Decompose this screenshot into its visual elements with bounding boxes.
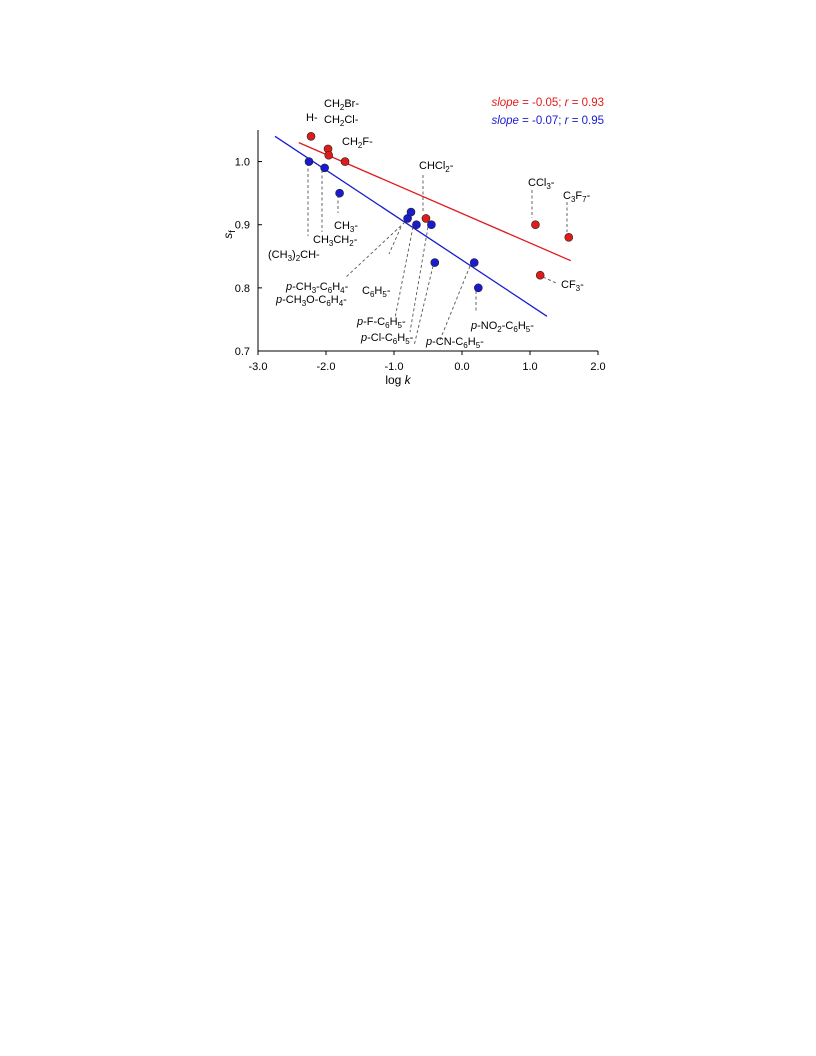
leader-line — [388, 226, 402, 255]
point-label-iPr: (CH3)2CH- — [268, 249, 320, 263]
x-tick-label: 0.0 — [454, 361, 469, 373]
point-label-C3F7: C3F7- — [563, 190, 591, 204]
leader-line — [409, 226, 429, 333]
x-tick-label: -2.0 — [317, 361, 336, 373]
x-axis-title: log k — [385, 373, 411, 387]
data-point-series-1-6 — [427, 220, 436, 230]
data-point-series-0-7 — [535, 270, 545, 280]
leader-line — [394, 226, 414, 319]
point-label-pFC6H5: p-F-C6H5- — [356, 316, 406, 330]
data-point-series-1-7 — [430, 258, 440, 267]
data-point-series-1-2 — [335, 188, 344, 198]
data-point-series-1-5 — [412, 220, 421, 230]
y-tick-label: 0.9 — [235, 220, 250, 232]
y-axis-title: sf — [221, 230, 237, 239]
point-label-pCNC6H5: p-CN-C6H5- — [425, 336, 484, 350]
y-tick-label: 0.8 — [235, 283, 250, 295]
data-point-series-1-0 — [304, 157, 314, 166]
legend-entry-series-0: slope = -0.05; r = 0.93 — [491, 97, 604, 109]
data-points — [304, 132, 574, 293]
data-point-series-0-5 — [531, 220, 540, 230]
data-point-series-0-2 — [324, 150, 334, 160]
point-label-H: H- — [306, 112, 318, 124]
point-label-CH2Br: CH2Br- — [324, 98, 359, 112]
x-tick-label: 1.0 — [522, 361, 537, 373]
point-label-CH3CH2: CH3CH2- — [313, 234, 358, 248]
leader-line — [439, 265, 471, 341]
point-label-CHCl2: CHCl2- — [419, 160, 454, 174]
y-tick-label: 1.0 — [235, 157, 250, 169]
data-point-series-1-8 — [469, 258, 479, 267]
data-point-series-0-0 — [306, 132, 316, 141]
data-point-series-0-3 — [340, 157, 350, 166]
data-point-series-1-9 — [474, 283, 483, 293]
fit-line-series-1 — [274, 135, 548, 317]
point-label-pCH3C6H4: p-CH3-C6H4- — [285, 281, 349, 295]
x-tick-label: -1.0 — [385, 361, 404, 373]
point-label-CF3: CF3- — [561, 279, 584, 293]
svg-text:sf: sf — [221, 230, 237, 239]
legend: slope = -0.05; r = 0.93 slope = -0.07; r … — [491, 97, 604, 127]
data-point-series-1-4 — [406, 207, 416, 217]
point-label-CH2F: CH2F- — [342, 136, 373, 150]
data-point-series-0-4 — [421, 214, 431, 223]
x-tick-label: -3.0 — [249, 361, 268, 373]
leader-line — [344, 221, 406, 279]
point-label-C6H5: C6H5- — [362, 285, 391, 299]
point-label-CCl3: CCl3- — [528, 177, 555, 191]
legend-entry-series-1: slope = -0.07; r = 0.95 — [491, 115, 604, 127]
point-labels: H- CH2Br- CH2Cl- CH2F- CHCl2- CCl3- C3F7- CF3- C… — [268, 98, 591, 350]
point-label-pClC6H5: p-Cl-C6H5- — [360, 332, 414, 346]
point-label-CH3: CH3- — [334, 220, 358, 234]
axes: -3.0 -2.0 -1.0 0.0 1.0 2.0 0.7 0.8 0.9 1.0 log k sf — [221, 130, 606, 387]
point-label-pCH3OC6H4: p-CH3O-C6H4- — [275, 294, 347, 308]
x-tick-label: 2.0 — [590, 361, 605, 373]
data-point-series-1-1 — [320, 163, 329, 173]
leader-line — [542, 276, 559, 285]
y-tick-label: 0.7 — [235, 346, 250, 358]
point-label-CH2Cl: CH2Cl- — [324, 114, 359, 128]
label-leader-lines — [307, 163, 568, 347]
leader-line — [413, 265, 434, 347]
data-point-series-0-6 — [564, 233, 574, 242]
point-label-pNO2C6H5: p-NO2-C6H5- — [470, 320, 534, 334]
